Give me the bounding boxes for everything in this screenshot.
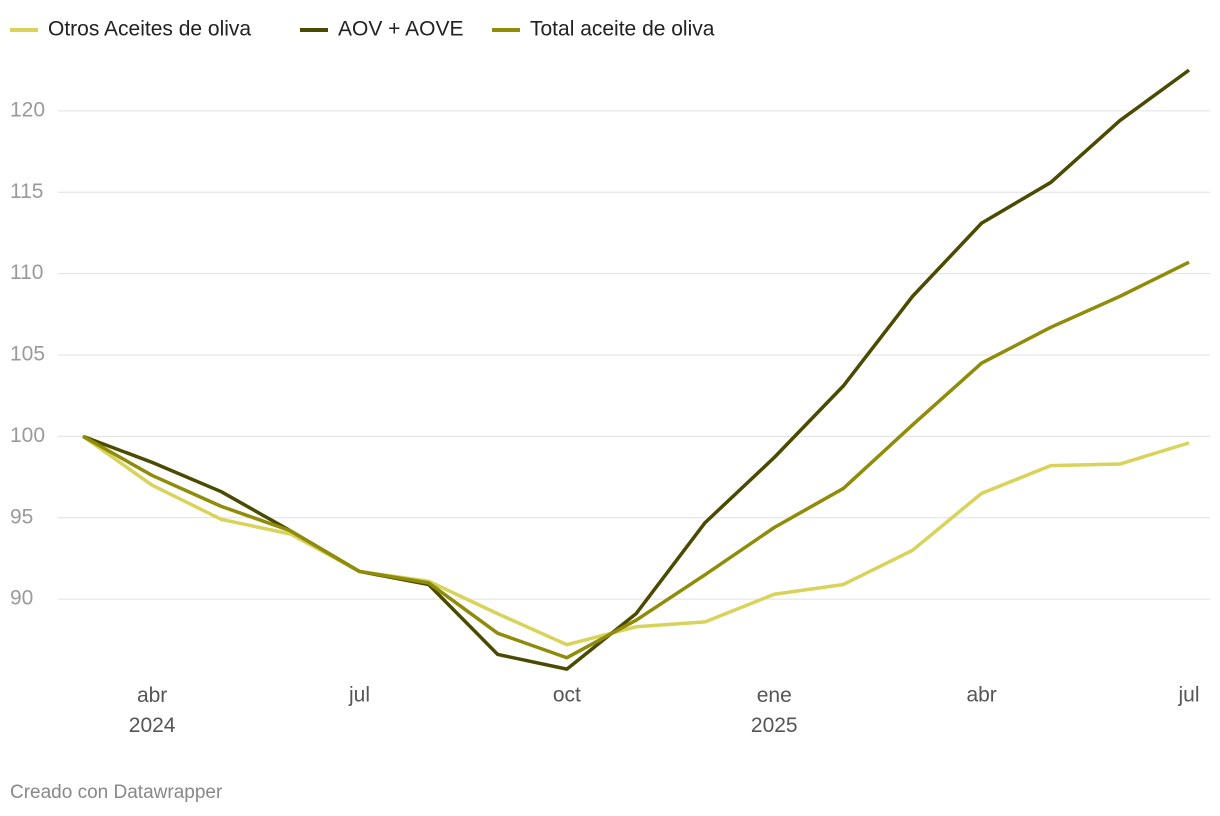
legend-label: Otros Aceites de oliva	[48, 18, 251, 41]
x-tick-label: abr	[966, 684, 996, 707]
y-tick-label: 115	[10, 180, 43, 203]
x-tick-label: oct	[553, 684, 581, 707]
x-tick-label: ene 2025	[751, 684, 798, 737]
legend-label: AOV + AOVE	[338, 18, 463, 41]
x-tick-label: abr 2024	[129, 684, 176, 737]
x-tick-label: jul	[348, 684, 370, 707]
y-tick-label: 110	[10, 261, 43, 284]
y-tick-label: 100	[10, 424, 45, 447]
y-tick-label: 95	[10, 505, 33, 528]
legend-label: Total aceite de oliva	[530, 18, 715, 41]
y-tick-label: 90	[10, 587, 33, 610]
line	[81, 434, 1190, 647]
x-tick-label: jul	[1177, 684, 1199, 707]
line	[82, 260, 1190, 660]
y-tick-label: 105	[10, 343, 45, 366]
line	[82, 68, 1191, 671]
footer: Creado con Datawrapper	[10, 782, 223, 803]
y-tick-label: 120	[10, 98, 45, 121]
